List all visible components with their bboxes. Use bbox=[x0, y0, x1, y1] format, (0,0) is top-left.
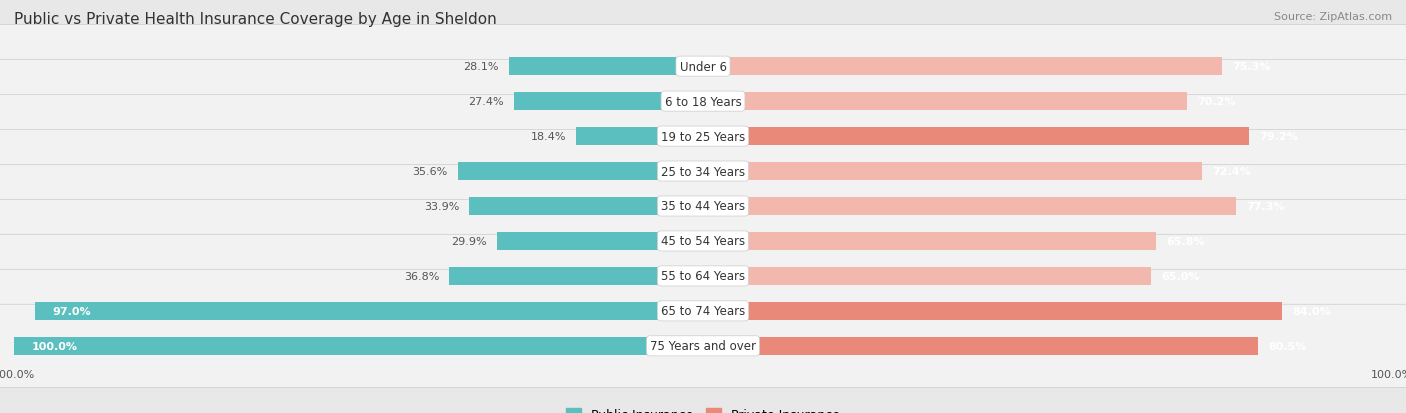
Text: 55 to 64 Years: 55 to 64 Years bbox=[661, 270, 745, 283]
FancyBboxPatch shape bbox=[0, 60, 1406, 143]
FancyBboxPatch shape bbox=[0, 165, 1406, 248]
Text: 36.8%: 36.8% bbox=[404, 271, 439, 281]
Text: 25 to 34 Years: 25 to 34 Years bbox=[661, 165, 745, 178]
Text: 6 to 18 Years: 6 to 18 Years bbox=[665, 95, 741, 108]
Bar bbox=[458, 163, 703, 181]
Bar bbox=[703, 267, 1152, 285]
Bar bbox=[703, 337, 1257, 355]
Bar bbox=[703, 232, 1156, 250]
Text: Under 6: Under 6 bbox=[679, 61, 727, 74]
Text: 35.6%: 35.6% bbox=[412, 166, 447, 177]
Legend: Public Insurance, Private Insurance: Public Insurance, Private Insurance bbox=[561, 404, 845, 413]
Text: 75.3%: 75.3% bbox=[1232, 62, 1271, 72]
Bar bbox=[703, 128, 1249, 146]
Bar bbox=[450, 267, 703, 285]
Text: 77.3%: 77.3% bbox=[1246, 202, 1285, 211]
FancyBboxPatch shape bbox=[0, 95, 1406, 178]
Bar bbox=[703, 302, 1282, 320]
Bar bbox=[703, 93, 1187, 111]
Text: 72.4%: 72.4% bbox=[1212, 166, 1251, 177]
FancyBboxPatch shape bbox=[0, 26, 1406, 109]
Bar bbox=[576, 128, 703, 146]
Bar bbox=[515, 93, 703, 111]
Bar bbox=[470, 197, 703, 216]
Text: 97.0%: 97.0% bbox=[52, 306, 90, 316]
FancyBboxPatch shape bbox=[0, 270, 1406, 353]
Bar bbox=[496, 232, 703, 250]
Text: 75 Years and over: 75 Years and over bbox=[650, 339, 756, 352]
Text: 100.0%: 100.0% bbox=[31, 341, 77, 351]
Text: 65 to 74 Years: 65 to 74 Years bbox=[661, 305, 745, 318]
FancyBboxPatch shape bbox=[0, 130, 1406, 213]
Text: 29.9%: 29.9% bbox=[451, 236, 486, 247]
FancyBboxPatch shape bbox=[0, 200, 1406, 283]
Text: 80.5%: 80.5% bbox=[1268, 341, 1306, 351]
Text: Public vs Private Health Insurance Coverage by Age in Sheldon: Public vs Private Health Insurance Cover… bbox=[14, 12, 496, 27]
Text: Source: ZipAtlas.com: Source: ZipAtlas.com bbox=[1274, 12, 1392, 22]
FancyBboxPatch shape bbox=[0, 235, 1406, 318]
Text: 28.1%: 28.1% bbox=[464, 62, 499, 72]
Bar bbox=[35, 302, 703, 320]
Text: 19 to 25 Years: 19 to 25 Years bbox=[661, 130, 745, 143]
Text: 70.2%: 70.2% bbox=[1197, 97, 1236, 107]
Bar bbox=[703, 163, 1202, 181]
Bar bbox=[509, 58, 703, 76]
Text: 65.8%: 65.8% bbox=[1167, 236, 1205, 247]
Text: 18.4%: 18.4% bbox=[530, 132, 565, 142]
Bar bbox=[703, 58, 1222, 76]
Text: 65.0%: 65.0% bbox=[1161, 271, 1199, 281]
Text: 33.9%: 33.9% bbox=[423, 202, 460, 211]
Bar bbox=[14, 337, 703, 355]
Text: 27.4%: 27.4% bbox=[468, 97, 503, 107]
Text: 79.2%: 79.2% bbox=[1258, 132, 1298, 142]
Text: 35 to 44 Years: 35 to 44 Years bbox=[661, 200, 745, 213]
Bar bbox=[703, 197, 1236, 216]
Text: 84.0%: 84.0% bbox=[1292, 306, 1330, 316]
Text: 45 to 54 Years: 45 to 54 Years bbox=[661, 235, 745, 248]
FancyBboxPatch shape bbox=[0, 304, 1406, 387]
